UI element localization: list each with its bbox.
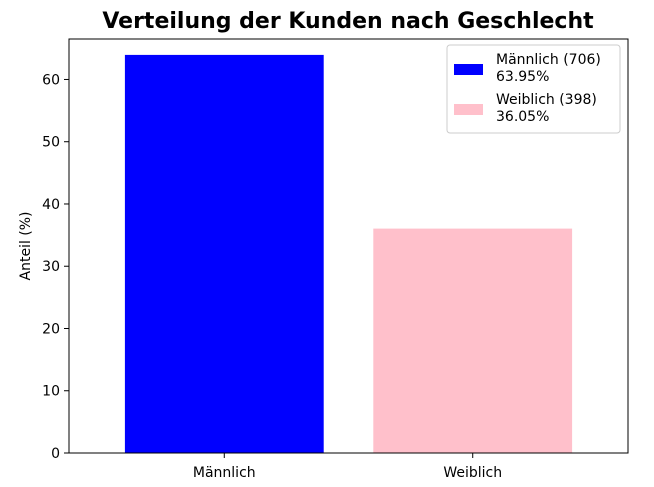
x-tick-label: Männlich xyxy=(193,465,256,481)
y-tick-label: 0 xyxy=(51,446,60,462)
legend-entry-percent: 63.95% xyxy=(496,69,549,85)
y-tick-label: 20 xyxy=(42,321,60,337)
legend-swatch xyxy=(454,64,483,75)
y-tick-label: 10 xyxy=(42,384,60,400)
bar-0 xyxy=(124,54,324,454)
y-tick-label: 50 xyxy=(42,135,60,151)
legend-box xyxy=(446,44,621,134)
legend: Männlich (706)63.95% Weiblich (398)36.05% xyxy=(446,44,621,134)
y-tick-label: 60 xyxy=(42,72,60,88)
y-tick-label: 30 xyxy=(42,259,60,275)
chart-title: Verteilung der Kunden nach Geschlecht xyxy=(102,9,594,34)
y-tick-label: 40 xyxy=(42,197,60,213)
x-tick-label: Weiblich xyxy=(443,465,502,481)
legend-entry-percent: 36.05% xyxy=(496,109,549,125)
y-ticks: 0 10 20 30 40 50 60 xyxy=(42,72,69,462)
legend-entry-label: Männlich (706) xyxy=(496,52,601,68)
x-ticks: Männlich Weiblich xyxy=(193,453,502,481)
y-axis-label: Anteil (%) xyxy=(18,211,34,280)
plot-frame xyxy=(68,38,629,454)
legend-swatch xyxy=(454,104,483,115)
legend-entry-label: Weiblich (398) xyxy=(496,92,597,108)
bar-1 xyxy=(373,228,573,453)
bars-group xyxy=(124,54,573,454)
